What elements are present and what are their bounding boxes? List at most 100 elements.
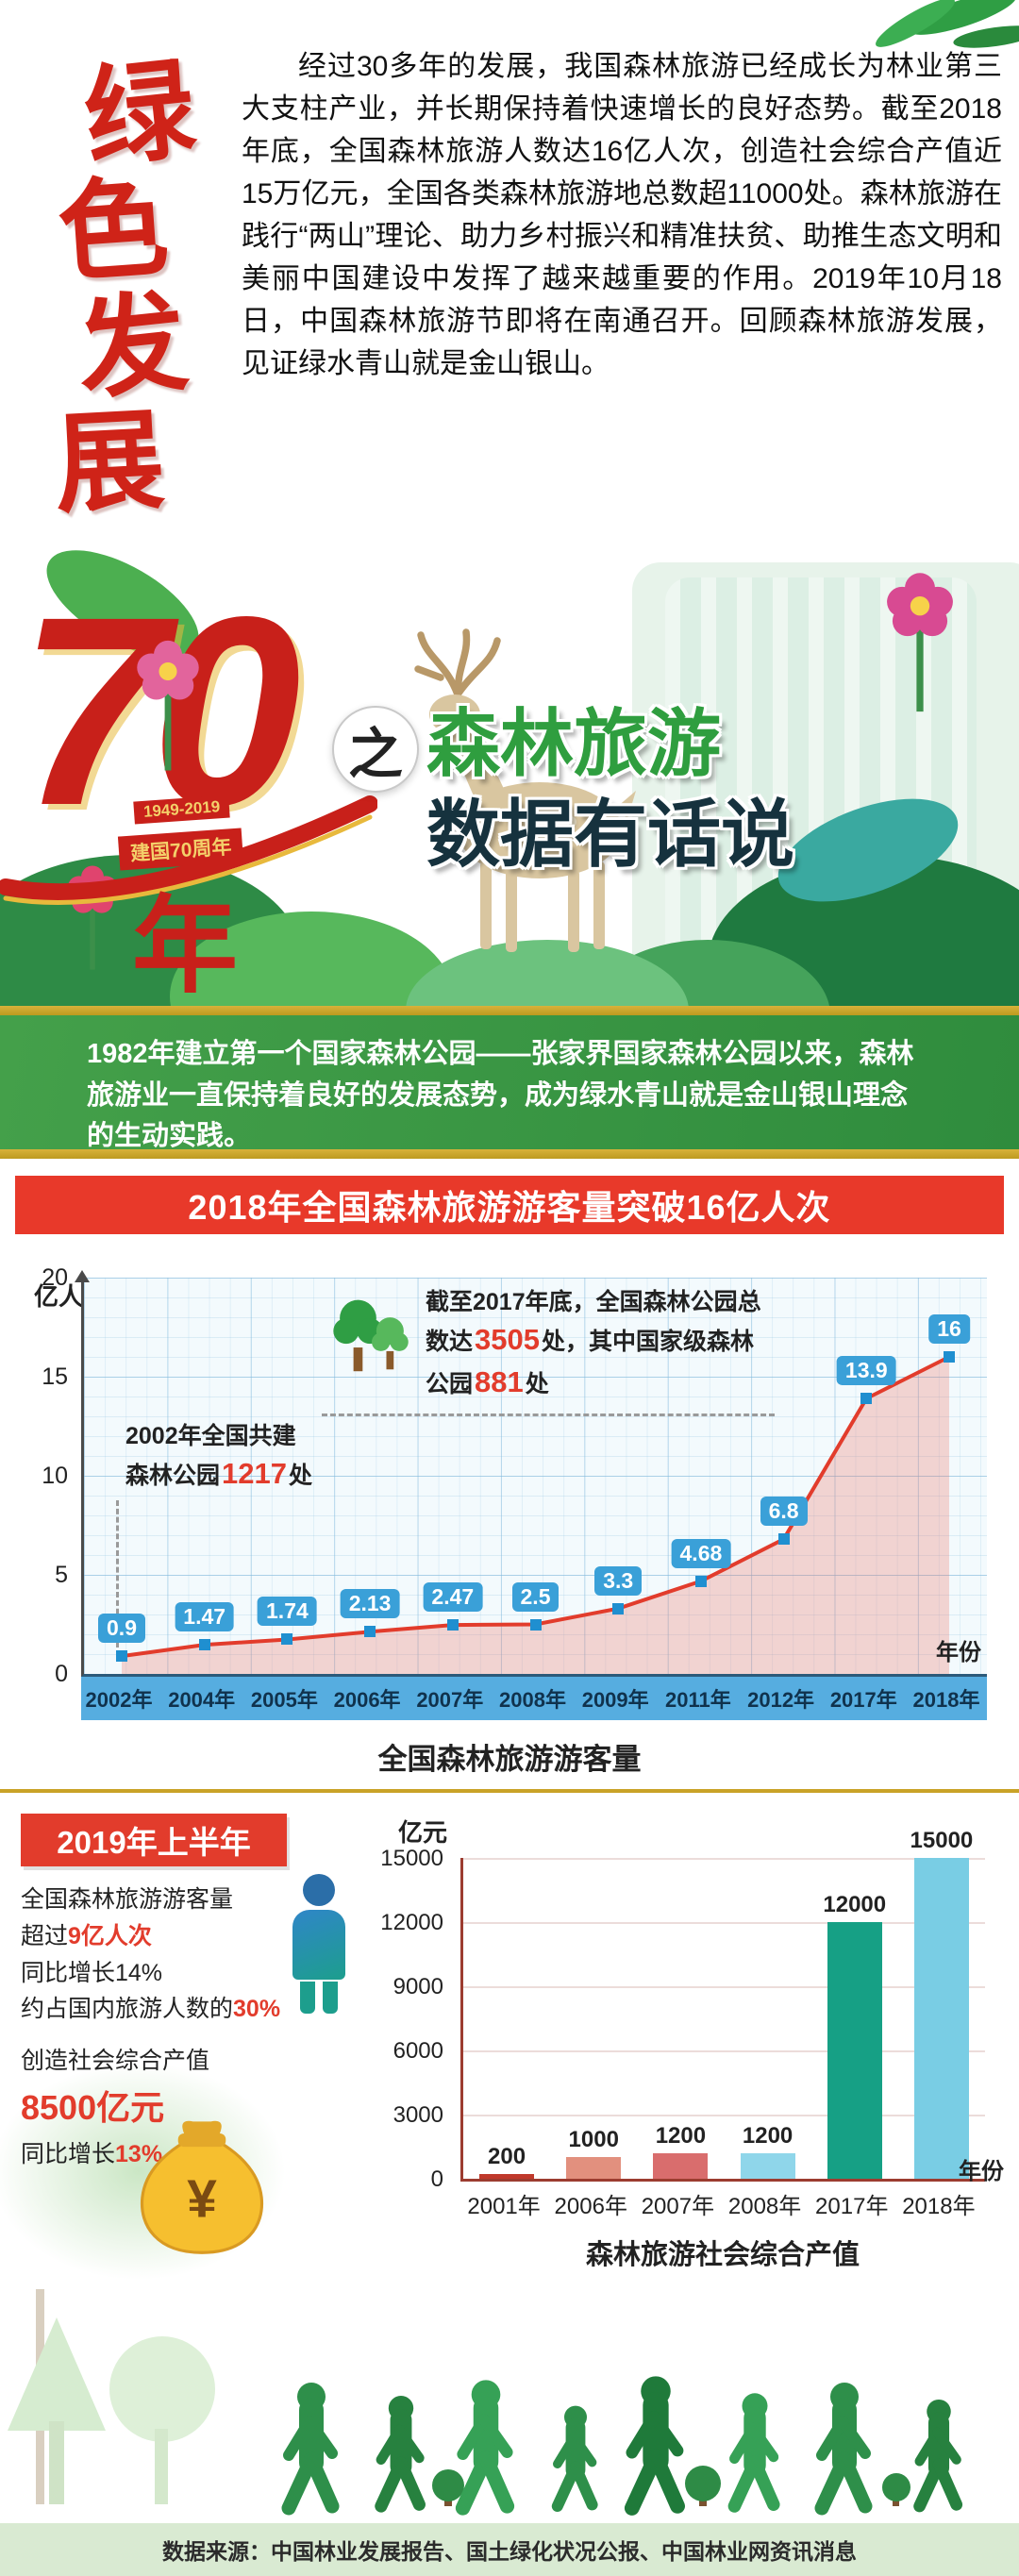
x-axis-year-label: 2007年: [416, 1688, 484, 1712]
data-point-marker: [116, 1650, 127, 1663]
bar-value-label: 1200: [655, 2122, 707, 2149]
small-bush: [685, 2466, 721, 2506]
stat-number: 9亿人次: [68, 1922, 152, 1949]
y-axis: 0 5 10 15 20: [32, 1264, 75, 1687]
gridline: [463, 1922, 985, 1924]
stat-highlight: 8500亿元: [21, 2087, 165, 2127]
x-axis-year-label: 2018年: [912, 1688, 980, 1712]
stat-line: 超过9亿人次: [21, 1918, 353, 1955]
walking-people-illustration: [0, 2270, 1019, 2523]
x-axis-year-label: 2017年: [815, 2194, 889, 2219]
y-axis-tick-label: 0: [430, 2166, 443, 2192]
x-axis-year-label: 2005年: [250, 1688, 318, 1712]
corner-leaves-icon: [876, 0, 1019, 48]
slogan-char: 展: [51, 397, 168, 527]
y-axis-tick-label: 10: [42, 1463, 68, 1489]
output-bar-chart: 亿元 0 3000 6000 9000 12000 15000 200 1000 1200 12…: [366, 1814, 1004, 2272]
walking-figure: [913, 2399, 963, 2513]
plot-area: 2002年全国共建 森林公园1217处 截至2017年底，全国森林公园总数达35…: [75, 1270, 987, 1677]
data-point-marker: [777, 1533, 790, 1546]
data-point-marker: [694, 1575, 707, 1587]
x-axis-year-label: 2004年: [168, 1688, 236, 1712]
output-value-section: 2019年上半年 全国森林旅游游客量 超过9亿人次 同比增长14% 约占国内旅游…: [0, 1793, 1019, 2280]
data-point-value: 3.3: [594, 1565, 643, 1596]
person-head: [303, 1874, 335, 1906]
small-bush: [882, 2473, 910, 2506]
x-axis-year-label: 2012年: [747, 1688, 815, 1712]
yuan-symbol: ¥: [187, 2169, 217, 2229]
chart1-body: 0 5 10 15 20 2002年全国共建 森林公园1217处 截: [32, 1264, 987, 1720]
stat-number: 13%: [115, 2140, 163, 2167]
stat-number: 30%: [233, 1996, 281, 2023]
annotation-number: 3505: [475, 1323, 540, 1357]
stat-line: 全国森林旅游游客量: [21, 1886, 234, 1913]
data-point-value: 13.9: [836, 1356, 896, 1386]
walking-figure: [727, 2393, 780, 2513]
data-point-marker: [198, 1639, 210, 1651]
y-axis-title: 亿元: [398, 1818, 448, 1847]
stat-line: 约占国内旅游人数的30%: [21, 1991, 353, 2028]
annotation-number: 1217: [222, 1457, 287, 1491]
stat-text: 约占国内旅游人数的: [21, 1996, 234, 2023]
x-axis-year-label: 2008年: [499, 1688, 566, 1712]
data-point-marker: [944, 1351, 955, 1363]
pink-flower-illustration: [137, 640, 199, 771]
gold-divider: [0, 1006, 1019, 1015]
x-axis-year-label: 2008年: [727, 2194, 802, 2219]
data-point-marker: [364, 1626, 376, 1638]
x-axis-title: 年份: [959, 2159, 1004, 2184]
stat-text: 同比增长: [21, 2140, 116, 2167]
annotation-2002: 2002年全国共建 森林公园1217处: [125, 1419, 312, 1496]
main-title: 森林旅游: [426, 702, 722, 785]
main-subtitle: 数据有话说: [426, 793, 795, 876]
hero-section: 经过30多年的发展，我国森林旅游已经成长为林业第三大支柱产业，并长期保持着快速增…: [0, 0, 1019, 1006]
anniversary-year-char: 年: [132, 887, 238, 1005]
panel-header: 2019年上半年: [21, 1814, 287, 1866]
x-axis-year-label: 2006年: [333, 1688, 401, 1712]
bar-2001年: [479, 2174, 535, 2179]
bar-2008年: [740, 2152, 795, 2179]
y-axis-tick-label: 9000: [393, 1974, 443, 1999]
annotation-text: 处: [288, 1463, 312, 1490]
plot-area: 200 1000 1200 1200 12000 15000: [460, 1828, 985, 2182]
quote-text: 1982年建立第一个国家森林公园——张家界国家森林公园以来，森林旅游业一直保持着…: [87, 1039, 914, 1151]
walking-figure: [281, 2383, 340, 2516]
gridline: [463, 2050, 985, 2052]
data-point-marker: [529, 1618, 542, 1631]
data-point-value: 6.8: [760, 1497, 808, 1527]
y-axis-tick-label: 3000: [393, 2102, 443, 2128]
intro-paragraph: 经过30多年的发展，我国森林旅游已经成长为林业第三大支柱产业，并长期保持着快速增…: [242, 51, 1002, 379]
data-point-value: 2.47: [423, 1582, 483, 1613]
x-axis-year-label: 2002年: [85, 1688, 153, 1712]
data-point-marker: [612, 1602, 625, 1614]
bar-value-label: 15000: [910, 1828, 974, 1853]
small-bush: [432, 2469, 464, 2506]
slogan-vertical-banner: 绿 色 发 展: [52, 47, 201, 527]
walking-people-svg: [8, 2289, 963, 2516]
panel-stats: 全国森林旅游游客量 超过9亿人次 同比增长14% 约占国内旅游人数的30% 创造…: [21, 1882, 353, 2172]
data-source-text: 数据来源：中国林业发展报告、国土绿化状况公报、中国林业网资讯消息: [162, 2539, 857, 2564]
slogan-char: 色: [54, 165, 173, 295]
pale-trees-decoration: [8, 2289, 215, 2504]
bar-2017年: [827, 1922, 882, 2179]
y-axis-tick-label: 15: [42, 1363, 68, 1390]
zhi-connector: 之: [332, 706, 419, 793]
x-axis: 2001年 2006年 2007年 2008年 2017年 2018年: [460, 2182, 985, 2219]
deer-illustration: [414, 628, 636, 952]
walking-figure: [375, 2395, 426, 2513]
stat-line: 创造社会综合产值: [21, 2048, 210, 2074]
x-axis-year-label: 2006年: [554, 2194, 627, 2219]
x-axis-year-label: 2011年: [665, 1688, 731, 1712]
walking-figure: [624, 2376, 685, 2516]
data-point-marker: [860, 1393, 873, 1405]
annotation-number: 881: [475, 1365, 524, 1399]
data-point-value: 2.5: [511, 1581, 560, 1612]
chart2-caption: 森林旅游社会综合产值: [585, 2240, 860, 2270]
gridline: [463, 1986, 985, 1988]
annotation-connector: [116, 1500, 119, 1648]
annotation-text: 截至2017年底，全国森林公园总数达: [426, 1289, 761, 1356]
annotation-text: 2002年全国共建: [125, 1423, 296, 1449]
stat-text: 超过: [21, 1922, 69, 1949]
gold-divider: [0, 1789, 1019, 1793]
chart2-body: 0 3000 6000 9000 12000 15000 200 1000 1200 1200 1…: [366, 1828, 1004, 2219]
